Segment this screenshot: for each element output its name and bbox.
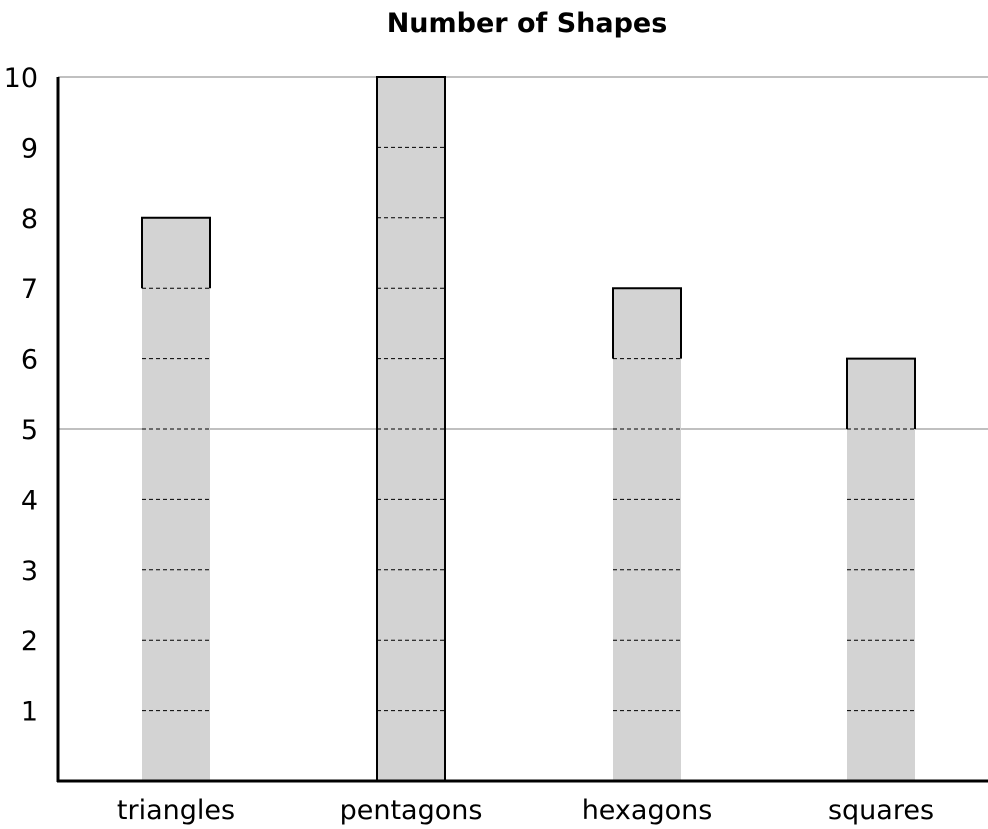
grid-lines [58, 76, 988, 430]
bar-pentagons [376, 76, 446, 781]
axes [56, 77, 988, 783]
bar-fill [613, 288, 681, 781]
y-tick-label-1: 1 [21, 697, 38, 728]
x-category-label-squares: squares [828, 795, 934, 826]
y-tick-label-4: 4 [21, 485, 38, 516]
bar-top-outline [846, 357, 916, 429]
bar-top-outline [141, 216, 211, 289]
bar-top-outline [612, 287, 682, 359]
y-tick-label-5: 5 [21, 415, 38, 446]
y-tick-label-9: 9 [21, 133, 38, 164]
y-tick-labels: 1 2 3 4 5 6 7 8 9 10 [4, 63, 38, 728]
y-tick-label-7: 7 [21, 274, 38, 305]
bar-hexagons [612, 287, 682, 781]
x-category-labels: triangles pentagons hexagons squares [117, 795, 934, 826]
y-tick-label-2: 2 [21, 626, 38, 657]
y-tick-label-3: 3 [21, 556, 38, 587]
x-category-label-hexagons: hexagons [582, 795, 713, 826]
x-category-label-pentagons: pentagons [340, 795, 483, 826]
x-category-label-triangles: triangles [117, 795, 235, 826]
y-tick-label-6: 6 [21, 345, 38, 376]
bar-squares [846, 357, 916, 781]
bar-triangles [141, 216, 211, 782]
bars [141, 76, 916, 782]
y-tick-label-8: 8 [21, 204, 38, 235]
chart-title: Number of Shapes [387, 8, 668, 39]
y-tick-label-10: 10 [4, 63, 38, 94]
